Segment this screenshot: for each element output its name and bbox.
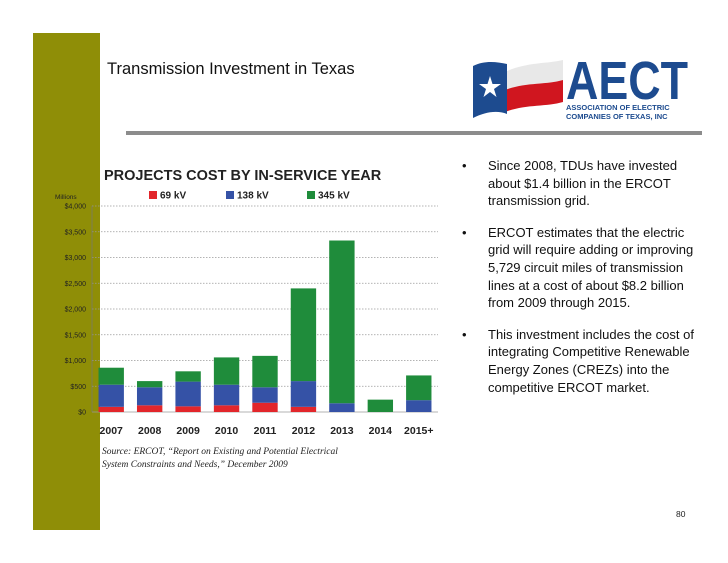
bullet-item: • This investment includes the cost of in… bbox=[462, 326, 702, 396]
logo-wordmark-text: AECT bbox=[566, 55, 688, 105]
bar-segment bbox=[252, 402, 278, 412]
bullet-text: ERCOT estimates that the electric grid w… bbox=[488, 224, 694, 311]
bar-segment bbox=[136, 405, 163, 412]
y-tick-label: $500 bbox=[70, 384, 86, 391]
title-divider bbox=[126, 131, 702, 135]
source-note: Source: ERCOT, “Report on Existing and P… bbox=[102, 446, 338, 472]
bar-segment bbox=[175, 381, 201, 407]
logo-subtitle-line1: ASSOCIATION OF ELECTRIC bbox=[566, 103, 670, 112]
source-line-1: Source: ERCOT, “Report on Existing and P… bbox=[102, 447, 338, 457]
x-tick-label: 2013 bbox=[330, 425, 354, 437]
y-tick-label: $3,500 bbox=[65, 229, 87, 236]
x-tick-label: 2014 bbox=[369, 425, 393, 437]
bar-segment bbox=[98, 367, 124, 385]
y-tick-label: $1,500 bbox=[65, 332, 87, 339]
bar-segment bbox=[175, 406, 201, 412]
y-unit-label: Millions bbox=[55, 194, 77, 201]
bar-segment bbox=[213, 405, 240, 412]
bar-segment bbox=[406, 375, 432, 401]
bar-segment bbox=[136, 387, 163, 406]
slide-title: Transmission Investment in Texas bbox=[107, 60, 355, 78]
left-accent-bar bbox=[33, 33, 100, 530]
bullet-glyph: • bbox=[462, 224, 467, 240]
aect-logo bbox=[473, 60, 563, 118]
bullet-item: • Since 2008, TDUs have invested about $1… bbox=[462, 157, 702, 210]
bar-segment bbox=[290, 406, 317, 412]
x-tick-label: 2009 bbox=[176, 425, 200, 437]
bullet-text: Since 2008, TDUs have invested about $1.… bbox=[488, 158, 678, 209]
x-tick-label: 2011 bbox=[254, 425, 277, 437]
bar-segment bbox=[98, 384, 124, 407]
source-line-2: System Constraints and Needs,” December … bbox=[102, 460, 288, 470]
y-tick-label: $3,000 bbox=[65, 255, 87, 262]
bullet-glyph: • bbox=[462, 158, 467, 173]
bar-segment bbox=[290, 288, 317, 382]
bar-segment bbox=[252, 355, 278, 388]
flag-white-band bbox=[505, 60, 563, 90]
aect-wordmark: AECT bbox=[566, 55, 688, 105]
bar-segment bbox=[290, 381, 317, 407]
y-tick-label: $0 bbox=[78, 410, 86, 417]
page-number: 80 bbox=[676, 509, 686, 519]
bullet-list: • Since 2008, TDUs have invested about $1… bbox=[462, 157, 702, 410]
bar-segment bbox=[98, 406, 124, 412]
legend-label: 69 kV bbox=[160, 191, 186, 202]
bullet-glyph: • bbox=[462, 326, 467, 342]
bar-segment bbox=[252, 387, 278, 403]
legend-label: 138 kV bbox=[237, 191, 269, 202]
bar-segment bbox=[213, 384, 240, 406]
bar-segment bbox=[175, 371, 201, 382]
bullet-item: • ERCOT estimates that the electric grid … bbox=[462, 224, 702, 312]
legend-label: 345 kV bbox=[318, 191, 350, 202]
x-tick-label: 2015+ bbox=[404, 425, 434, 437]
stacked-bar-chart: Millions $0 $500 $1,000 $1,500 $2,000 $2,500 $3… bbox=[55, 191, 438, 437]
bullet-text: This investment includes the cost of int… bbox=[488, 326, 694, 395]
bar-segment bbox=[329, 240, 355, 404]
legend-swatch bbox=[226, 191, 234, 199]
y-tick-label: $2,000 bbox=[65, 307, 87, 314]
bar-segment bbox=[406, 400, 432, 412]
flag-red-band bbox=[505, 80, 563, 112]
bar-segment bbox=[136, 381, 163, 388]
y-tick-label: $1,000 bbox=[65, 358, 87, 365]
legend-swatch bbox=[307, 191, 315, 199]
x-tick-label: 2007 bbox=[100, 425, 124, 437]
y-tick-label: $2,500 bbox=[65, 281, 87, 288]
logo-subtitle: ASSOCIATION OF ELECTRIC COMPANIES OF TEX… bbox=[566, 103, 670, 121]
x-tick-label: 2010 bbox=[215, 425, 239, 437]
flag-star-icon bbox=[479, 76, 501, 97]
logo-subtitle-line2: COMPANIES OF TEXAS, INC bbox=[566, 111, 668, 121]
y-tick-label: $4,000 bbox=[65, 204, 87, 211]
x-tick-label: 2012 bbox=[292, 425, 316, 437]
x-tick-label: 2008 bbox=[138, 425, 162, 437]
chart-title: PROJECTS COST BY IN-SERVICE YEAR bbox=[104, 168, 382, 184]
bar-segment bbox=[213, 357, 240, 385]
bar-segment bbox=[367, 399, 394, 412]
legend-swatch bbox=[149, 191, 157, 199]
bar-segment bbox=[329, 403, 355, 412]
